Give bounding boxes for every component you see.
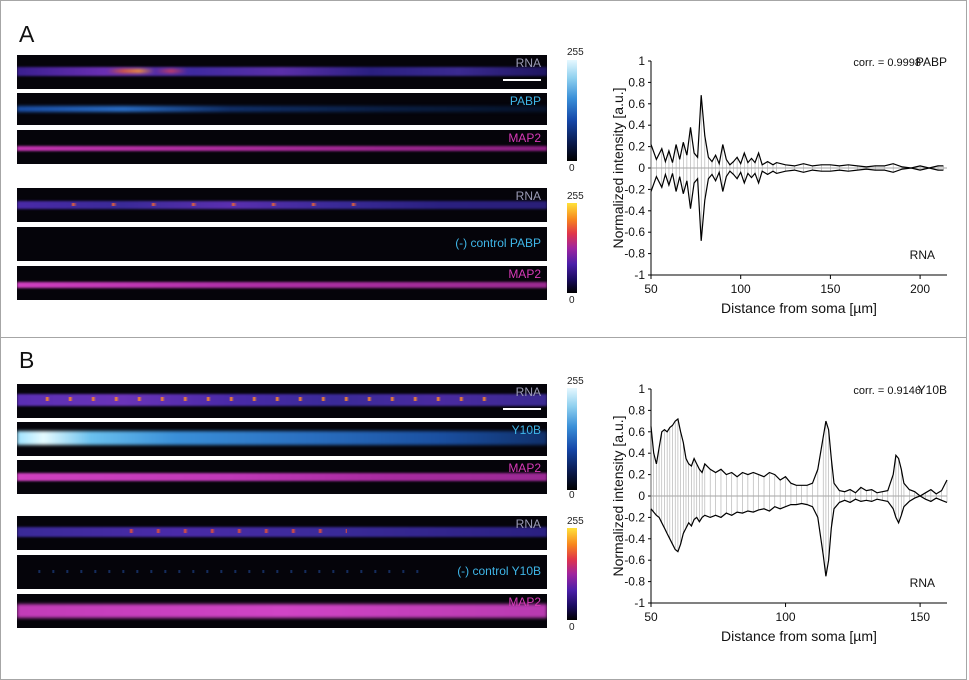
rna-hotspots xyxy=(37,203,367,206)
strip-label: RNA xyxy=(515,189,541,203)
y-tick-label: -0.2 xyxy=(624,182,645,196)
rna-hotspots xyxy=(107,69,187,73)
map2-strip: MAP2 xyxy=(17,266,547,300)
x-tick-label: 50 xyxy=(644,282,658,296)
y-tick-label: 0.4 xyxy=(628,118,645,132)
protein-signal xyxy=(17,431,547,445)
x-tick-label: 150 xyxy=(910,610,930,624)
x-tick-label: 100 xyxy=(776,610,796,624)
panel-a: A RNA PABP MAP2 RNA (-) control PABP MAP… xyxy=(0,0,967,338)
protein-signal xyxy=(17,106,547,112)
y-tick-label: -0.8 xyxy=(624,575,645,589)
scale-bar xyxy=(503,408,541,410)
y-tick-label: -0.6 xyxy=(624,225,645,239)
colorbar-max: 255 xyxy=(567,376,584,387)
intensity-chart: 1 0.8 0.6 0.4 0.2 0 -0.2 -0.4 -0.6 -0.8 -150 100 150… xyxy=(610,382,948,644)
y-tick-label: -0.8 xyxy=(624,247,645,261)
colorbar-max: 255 xyxy=(567,191,584,202)
colorbar-min: 0 xyxy=(569,490,575,501)
y-tick-label: 0.2 xyxy=(628,468,645,482)
protein-strip: Y10B xyxy=(17,422,547,456)
y-tick-label: -0.6 xyxy=(624,553,645,567)
control-strip: (-) control PABP xyxy=(17,227,547,261)
colorbar-min: 0 xyxy=(569,163,575,174)
colorbar-cool xyxy=(567,388,577,490)
y-tick-label: 0 xyxy=(638,489,645,503)
rna-strip: RNA xyxy=(17,55,547,89)
y-tick-label: -0.2 xyxy=(624,510,645,524)
series-label-top: Y10B xyxy=(918,383,947,397)
y-tick-label: 1 xyxy=(638,382,645,396)
rna-hotspots xyxy=(27,397,497,401)
colorbar-max: 255 xyxy=(567,47,584,58)
panel-label: B xyxy=(19,347,35,373)
rna-strip: RNA xyxy=(17,384,547,418)
y-tick-label: 0.2 xyxy=(628,140,645,154)
y-tick-label: 0.4 xyxy=(628,446,645,460)
map2-strip: MAP2 xyxy=(17,130,547,164)
strip-label: Y10B xyxy=(511,423,541,437)
y-axis-label: Normalized intensity [a.u.] xyxy=(610,415,626,576)
panel-label: A xyxy=(19,21,35,47)
strip-label: RNA xyxy=(515,56,541,70)
colorbar-fire xyxy=(567,528,577,620)
x-axis-label: Distance from soma [µm] xyxy=(721,300,877,316)
correlation-annotation: corr. = 0.9998 xyxy=(853,57,921,69)
intensity-chart: 1 0.8 0.6 0.4 0.2 0 -0.2 -0.4 -0.6 -0.8 -150 100 150… xyxy=(610,54,947,316)
colorbar-cool xyxy=(567,60,577,161)
control-strip: (-) control Y10B xyxy=(17,555,547,589)
colorbar-max: 255 xyxy=(567,516,584,527)
y-axis-label: Normalized intensity [a.u.] xyxy=(610,87,626,248)
rna-signal xyxy=(17,67,547,76)
correlation-annotation: corr. = 0.9146 xyxy=(853,385,921,397)
x-axis-label: Distance from soma [µm] xyxy=(721,628,877,644)
protein-strip: PABP xyxy=(17,93,547,125)
strip-label: RNA xyxy=(515,517,541,531)
panel-b: B RNA Y10B MAP2 RNA (-) control Y10B MAP… xyxy=(0,337,967,680)
x-tick-label: 100 xyxy=(731,282,751,296)
colorbar-min: 0 xyxy=(569,295,575,306)
series-line-pabp xyxy=(650,95,944,169)
y-tick-label: -0.4 xyxy=(624,532,645,546)
rna-strip: RNA xyxy=(17,516,547,550)
map2-signal xyxy=(17,146,547,151)
strip-label: PABP xyxy=(509,94,541,108)
map2-signal xyxy=(17,282,547,288)
x-tick-label: 200 xyxy=(910,282,930,296)
x-tick-label: 50 xyxy=(644,610,658,624)
map2-strip: MAP2 xyxy=(17,460,547,494)
y-tick-label: 0.6 xyxy=(628,425,645,439)
y-tick-label: 0.8 xyxy=(628,403,645,417)
series-label-bottom: RNA xyxy=(910,248,935,262)
scale-bar xyxy=(503,79,541,81)
strip-label: (-) control PABP xyxy=(455,236,541,250)
strip-label: MAP2 xyxy=(508,267,541,281)
y-tick-label: -0.4 xyxy=(624,204,645,218)
series-line-rna xyxy=(650,167,944,241)
y-tick-label: -1 xyxy=(634,268,645,282)
colorbar-min: 0 xyxy=(569,622,575,633)
map2-signal xyxy=(17,604,547,618)
y-tick-label: 1 xyxy=(638,54,645,68)
y-tick-label: 0.6 xyxy=(628,97,645,111)
x-tick-label: 150 xyxy=(820,282,840,296)
rna-hotspots xyxy=(107,529,347,533)
map2-strip: MAP2 xyxy=(17,594,547,628)
colorbar-fire xyxy=(567,203,577,293)
rna-strip: RNA xyxy=(17,188,547,222)
strip-label: MAP2 xyxy=(508,595,541,609)
series-line-rna xyxy=(650,495,948,577)
strip-label: RNA xyxy=(515,385,541,399)
strip-label: MAP2 xyxy=(508,131,541,145)
map2-signal xyxy=(17,473,547,481)
y-tick-label: 0 xyxy=(638,161,645,175)
control-speckle xyxy=(27,570,427,573)
series-label-top: PABP xyxy=(916,55,947,69)
strip-label: MAP2 xyxy=(508,461,541,475)
series-label-bottom: RNA xyxy=(910,576,935,590)
y-tick-label: -1 xyxy=(634,596,645,610)
strip-label: (-) control Y10B xyxy=(457,564,541,578)
series-line-y10b xyxy=(650,417,948,497)
y-tick-label: 0.8 xyxy=(628,75,645,89)
